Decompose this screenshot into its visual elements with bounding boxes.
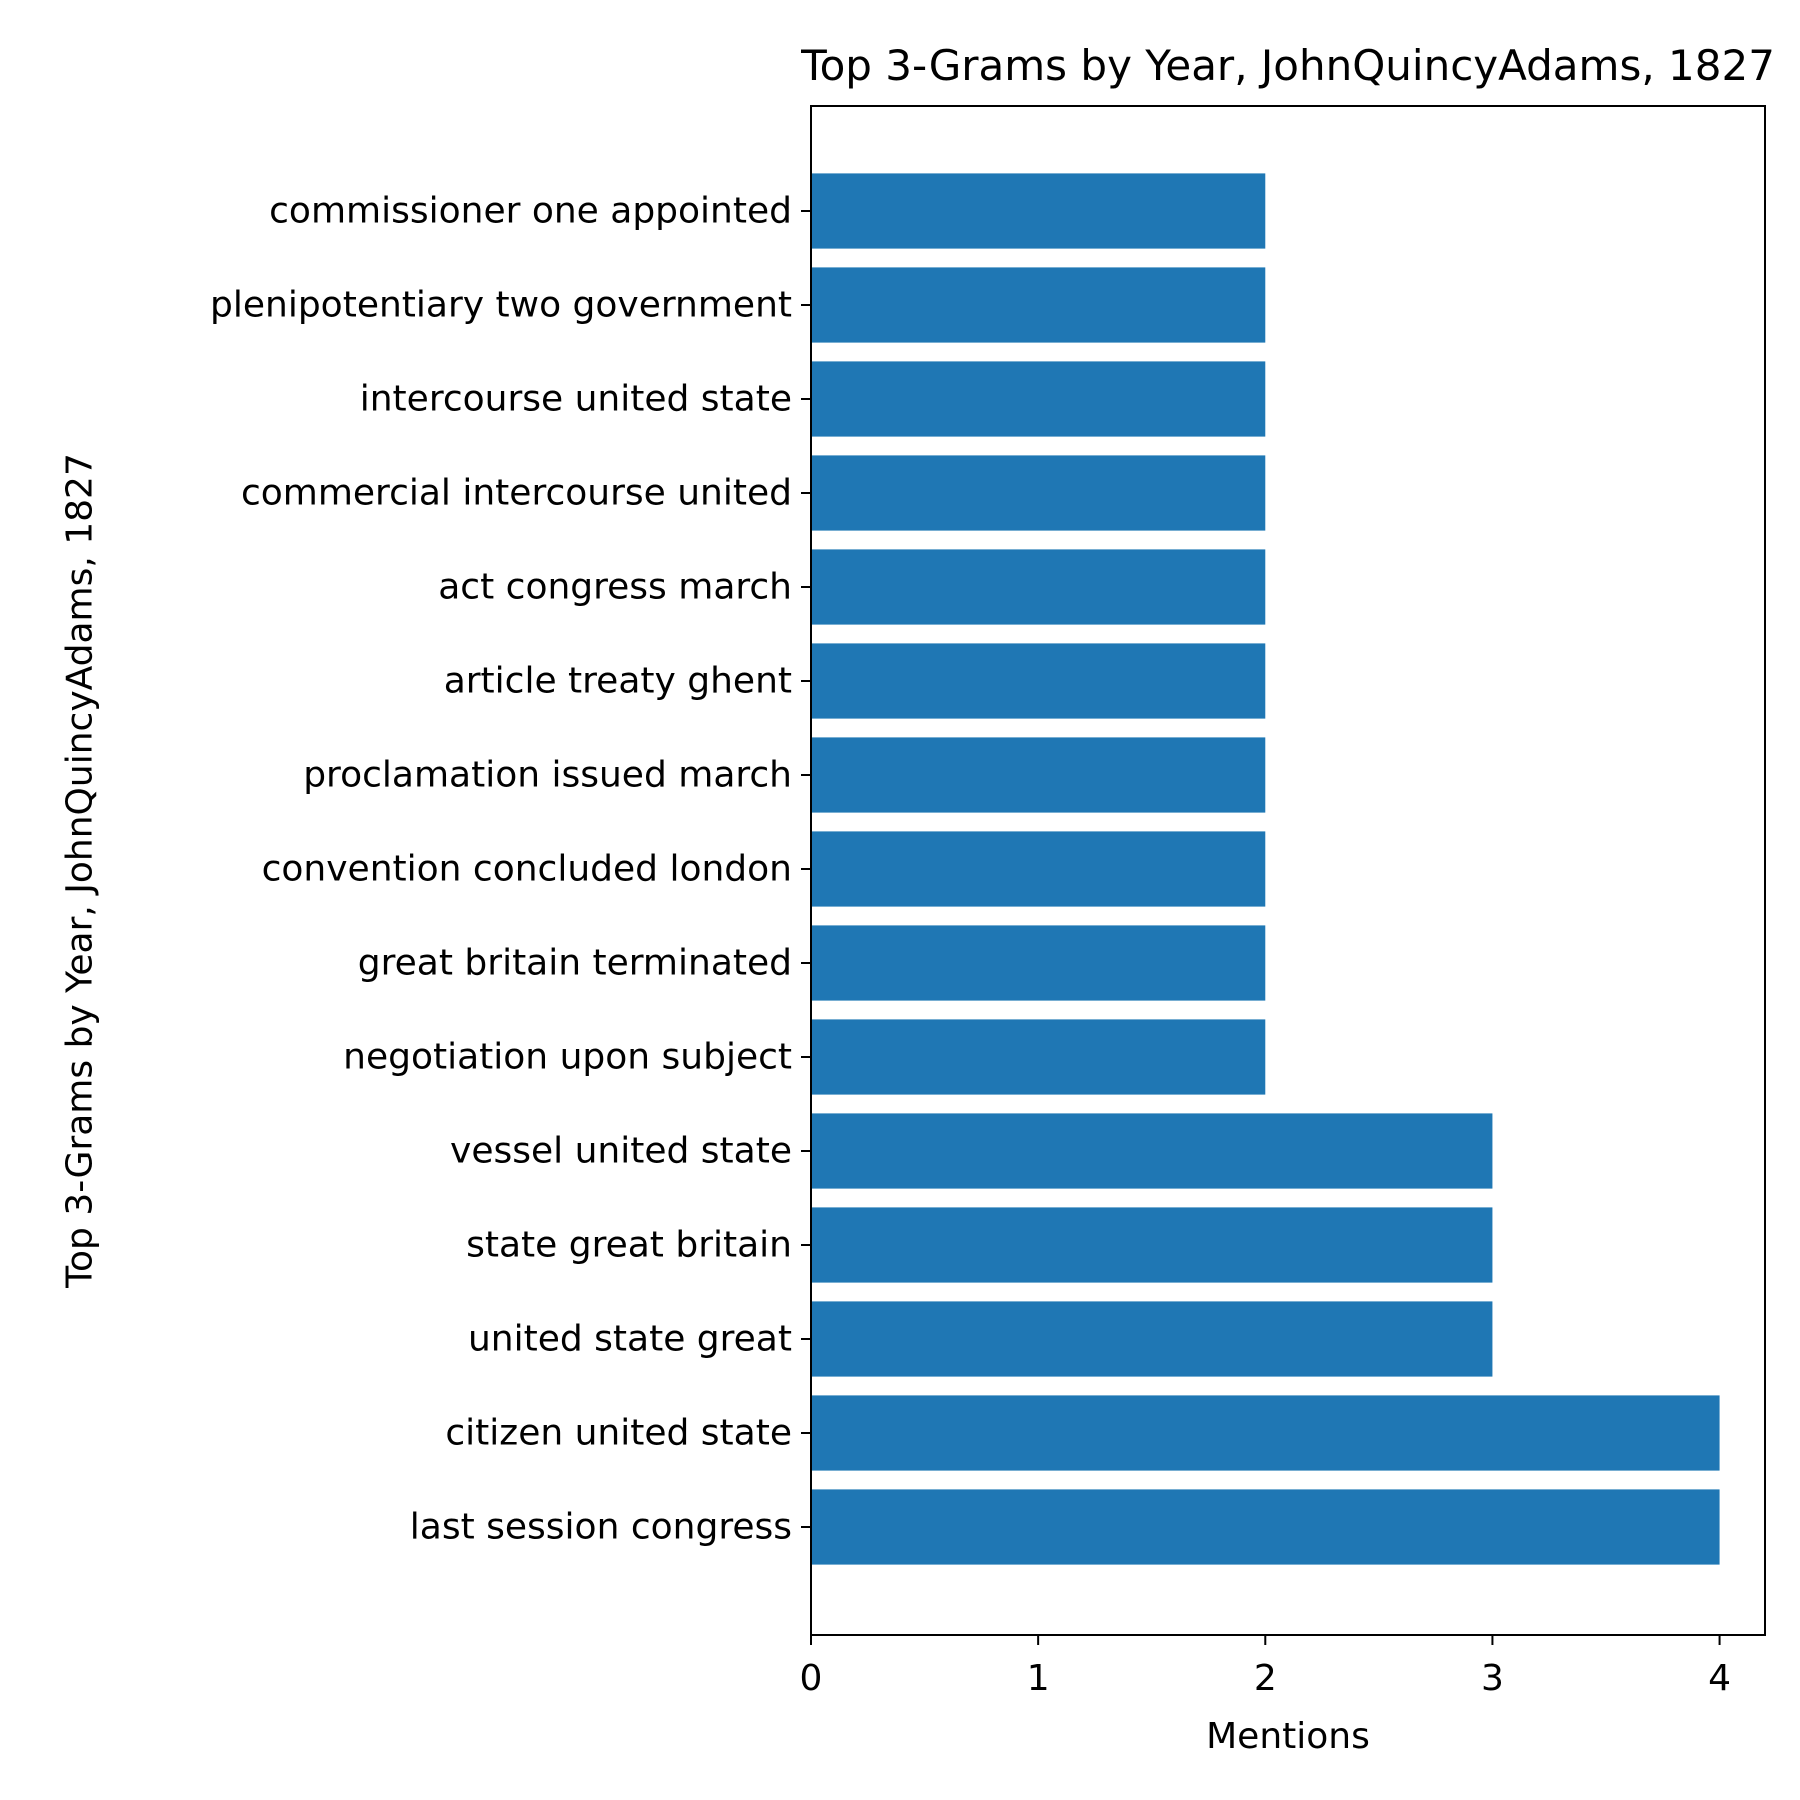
bar [811,925,1266,1001]
x-tick-label: 1 [1027,1658,1050,1699]
chart-title: Top 3-Grams by Year, JohnQuincyAdams, 18… [800,41,1775,90]
bar [811,1301,1493,1377]
y-tick-label: article treaty ghent [444,661,792,702]
bar [811,831,1266,907]
y-tick-label: great britain terminated [358,943,792,984]
bar [811,737,1266,813]
bar [811,455,1266,531]
x-tick-label: 0 [800,1658,823,1699]
bars-layer [811,173,1720,1565]
x-tick-label: 2 [1254,1658,1277,1699]
y-tick-label: plenipotentiary two government [210,285,792,326]
bar [811,1207,1493,1283]
y-tick-label: united state great [468,1319,792,1360]
y-tick-label: commissioner one appointed [269,191,792,232]
bar [811,1113,1493,1189]
y-axis-label: Top 3-Grams by Year, JohnQuincyAdams, 18… [60,453,101,1289]
y-tick-label: act congress march [438,567,792,608]
plot-frame [810,105,1766,1636]
x-tick-label: 4 [1708,1658,1731,1699]
x-axis-ticks: 0 1 2 3 4 [800,1635,1731,1699]
bar [811,1395,1720,1471]
y-tick-label: last session congress [410,1507,792,1548]
bar [811,643,1266,719]
y-tick-label: intercourse united state [360,379,792,420]
y-tick-label: convention concluded london [262,849,792,890]
bar [811,1489,1720,1565]
x-tick-label: 3 [1481,1658,1504,1699]
y-tick-label: commercial intercourse united [241,473,792,514]
bar [811,267,1266,343]
y-tick-label: vessel united state [450,1131,792,1172]
bar [811,549,1266,625]
bar [811,173,1266,249]
y-tick-label: proclamation issued march [303,755,792,796]
y-axis-ticks: last session congress citizen united stat… [210,191,811,1548]
bar [811,1019,1266,1095]
y-tick-label: state great britain [466,1225,792,1266]
y-tick-label: negotiation upon subject [343,1037,792,1078]
bar [811,361,1266,437]
x-axis-label: Mentions [1206,1716,1370,1757]
y-tick-label: citizen united state [445,1413,792,1454]
